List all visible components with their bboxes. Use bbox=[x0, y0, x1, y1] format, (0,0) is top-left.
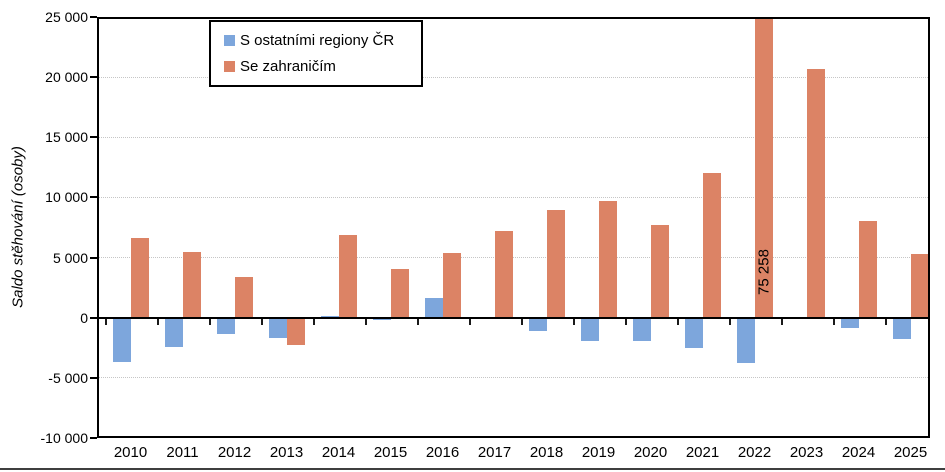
y-axis-title: Saldo stěhování (osoby) bbox=[9, 146, 27, 308]
bar-internal-2020 bbox=[632, 317, 651, 342]
bar-abroad-2019 bbox=[598, 201, 617, 318]
y-tick-mark bbox=[90, 437, 97, 439]
x-tick-label-2019: 2019 bbox=[581, 444, 616, 461]
x-tick-mark bbox=[104, 318, 107, 325]
y-tick-label-5000: 5 000 bbox=[52, 249, 88, 266]
y-tick-mark bbox=[90, 76, 97, 79]
y-tick-label-25000: 25 000 bbox=[45, 9, 88, 25]
x-tick-label-2021: 2021 bbox=[685, 444, 720, 461]
bar-internal-2019 bbox=[580, 317, 599, 341]
bar-value-label: 75 258 bbox=[755, 249, 772, 295]
bar-internal-2010 bbox=[112, 317, 131, 362]
x-tick-mark bbox=[468, 318, 471, 325]
legend-item-abroad: Se zahraničím bbox=[224, 59, 421, 74]
bar-internal-2013 bbox=[268, 317, 287, 338]
y-tick-mark bbox=[90, 316, 97, 319]
y-tick-label-20000: 20 000 bbox=[45, 69, 88, 86]
gridline-10000 bbox=[97, 196, 930, 198]
x-tick-label-2016: 2016 bbox=[425, 444, 460, 461]
x-tick-label-2025: 2025 bbox=[893, 444, 928, 461]
y-tick-label-10000: 10 000 bbox=[45, 189, 88, 206]
bar-abroad-2021 bbox=[702, 172, 721, 318]
x-tick-mark bbox=[728, 318, 731, 325]
y-tick-mark bbox=[90, 16, 97, 18]
bar-abroad-2010 bbox=[130, 238, 149, 318]
x-tick-label-2017: 2017 bbox=[477, 444, 512, 461]
x-tick-mark bbox=[208, 318, 211, 325]
bar-abroad-2016 bbox=[442, 252, 461, 318]
x-tick-label-2012: 2012 bbox=[217, 444, 252, 461]
gridline-20000 bbox=[97, 76, 930, 78]
x-tick-mark bbox=[884, 318, 887, 325]
x-tick-mark bbox=[364, 318, 367, 325]
gridline--5000 bbox=[97, 377, 930, 379]
bar-internal-2025 bbox=[892, 317, 911, 340]
y-tick-label-0: 0 bbox=[80, 309, 88, 326]
bar-abroad-2020 bbox=[650, 225, 669, 318]
bar-abroad-2013 bbox=[286, 317, 305, 346]
bar-internal-2012 bbox=[216, 317, 235, 334]
x-tick-label-2014: 2014 bbox=[321, 444, 356, 461]
x-tick-label-2020: 2020 bbox=[633, 444, 668, 461]
legend-item-internal-regions: S ostatními regiony ČR bbox=[224, 33, 421, 48]
plot-area bbox=[97, 17, 930, 438]
bar-internal-2018 bbox=[528, 317, 547, 331]
bar-abroad-2025 bbox=[910, 253, 929, 318]
y-tick-label--10000: -10 000 bbox=[40, 430, 88, 446]
x-tick-label-2022: 2022 bbox=[737, 444, 772, 461]
bar-internal-2022 bbox=[736, 317, 755, 364]
legend-label-abroad: Se zahraničím bbox=[240, 58, 336, 75]
bar-internal-2011 bbox=[164, 317, 183, 347]
x-tick-mark bbox=[520, 318, 523, 325]
x-tick-mark bbox=[624, 318, 627, 325]
bar-abroad-2011 bbox=[182, 251, 201, 318]
x-tick-label-2018: 2018 bbox=[529, 444, 564, 461]
y-tick-mark bbox=[90, 196, 97, 199]
x-tick-label-2011: 2011 bbox=[166, 444, 199, 461]
y-tick-mark bbox=[90, 136, 97, 139]
x-tick-mark bbox=[312, 318, 315, 325]
x-tick-mark bbox=[676, 318, 679, 325]
bar-abroad-2018 bbox=[546, 210, 565, 318]
bar-abroad-2022 bbox=[754, 17, 773, 318]
bar-internal-2024 bbox=[840, 317, 859, 328]
legend-label-internal-regions: S ostatními regiony ČR bbox=[240, 32, 395, 49]
gridline-5000 bbox=[97, 257, 930, 259]
x-tick-label-2010: 2010 bbox=[113, 444, 148, 461]
gridline-15000 bbox=[97, 136, 930, 138]
x-tick-mark bbox=[260, 318, 263, 325]
x-tick-label-2015: 2015 bbox=[373, 444, 408, 461]
bar-internal-2016 bbox=[424, 297, 443, 318]
zero-axis-line bbox=[97, 316, 930, 319]
bar-abroad-2023 bbox=[806, 68, 825, 318]
x-tick-mark bbox=[832, 318, 835, 325]
x-tick-label-2024: 2024 bbox=[841, 444, 876, 461]
x-tick-mark bbox=[416, 318, 419, 325]
bar-internal-2021 bbox=[684, 317, 703, 348]
bar-abroad-2024 bbox=[858, 221, 877, 318]
bar-abroad-2012 bbox=[234, 277, 253, 318]
legend: S ostatními regiony ČR Se zahraničím bbox=[209, 20, 423, 87]
legend-swatch-abroad-icon bbox=[224, 61, 235, 72]
x-tick-label-2013: 2013 bbox=[269, 444, 304, 461]
y-tick-mark bbox=[90, 256, 97, 259]
bottom-divider bbox=[0, 468, 945, 470]
x-tick-label-2023: 2023 bbox=[789, 444, 824, 461]
legend-swatch-internal-regions-icon bbox=[224, 35, 235, 46]
y-tick-label--5000: -5 000 bbox=[48, 369, 88, 386]
x-tick-mark bbox=[780, 318, 783, 325]
bar-abroad-2014 bbox=[338, 234, 357, 318]
bar-abroad-2015 bbox=[390, 268, 409, 318]
x-tick-mark bbox=[572, 318, 575, 325]
y-tick-mark bbox=[90, 376, 97, 379]
y-tick-label-15000: 15 000 bbox=[45, 129, 88, 146]
x-tick-mark bbox=[156, 318, 159, 325]
bar-abroad-2017 bbox=[494, 231, 513, 318]
